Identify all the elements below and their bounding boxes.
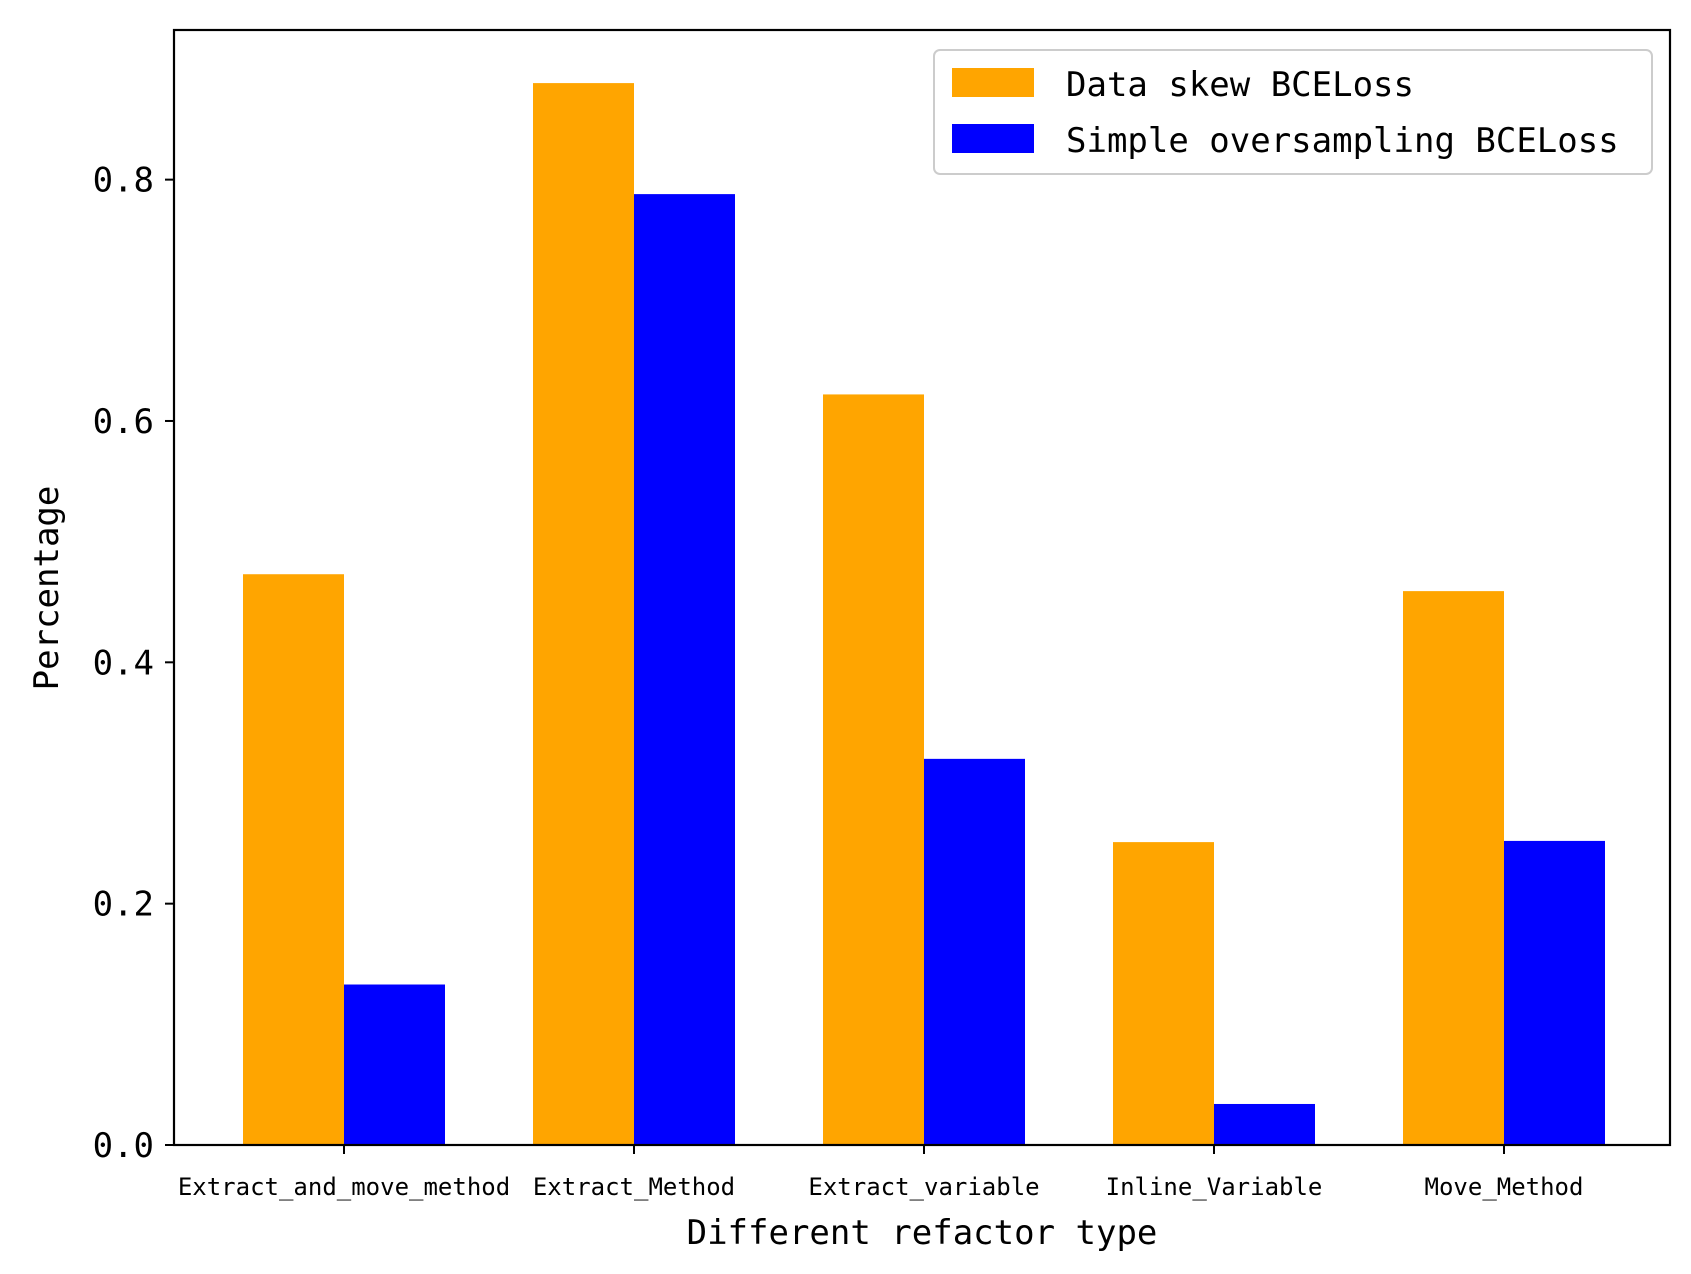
x-tick-label: Extract_Method — [533, 1173, 735, 1201]
x-tick-label: Move_Method — [1425, 1173, 1584, 1201]
plot-frame — [172, 28, 1672, 1147]
y-tick-label: 0.8 — [93, 161, 154, 201]
x-tick-label: Inline_Variable — [1106, 1173, 1323, 1201]
legend: Data skew BCELoss Simple oversampling BC… — [933, 49, 1653, 175]
y-axis-ticks: 0.0 0.2 0.4 0.6 0.8 — [93, 161, 174, 1166]
bar-simple-oversampling-extract-method — [634, 194, 735, 1145]
bar-data-skew-move-method — [1403, 591, 1504, 1145]
y-tick-label: 0.0 — [93, 1126, 154, 1166]
legend-box — [933, 49, 1653, 175]
bar-data-skew-extract-and-move-method — [243, 574, 344, 1145]
legend-label-data-skew: Data skew BCELoss — [1066, 65, 1414, 105]
bar-simple-oversampling-move-method — [1504, 840, 1605, 1145]
bar-simple-oversampling-inline-variable — [1214, 1103, 1315, 1145]
x-axis-title: Different refactor type — [687, 1213, 1158, 1253]
bar-simple-oversampling-extract-and-move-method — [344, 984, 445, 1145]
x-tick-label: Extract_and_move_method — [178, 1173, 510, 1201]
y-tick-label: 0.6 — [93, 402, 154, 442]
y-axis-title: Percentage — [27, 486, 67, 691]
x-tick-label: Extract_variable — [808, 1173, 1039, 1201]
y-tick-label: 0.4 — [93, 643, 154, 683]
bar-data-skew-inline-variable — [1113, 842, 1214, 1145]
legend-swatch-data-skew — [952, 68, 1034, 97]
legend-label-simple-oversampling: Simple oversampling BCELoss — [1066, 121, 1619, 161]
x-axis-ticks: Extract_and_move_method Extract_Method Ext… — [178, 1145, 1584, 1201]
bar-data-skew-extract-method — [533, 83, 634, 1146]
legend-swatch-simple-oversampling — [952, 124, 1034, 153]
bars-layer — [243, 83, 1605, 1146]
y-tick-label: 0.2 — [93, 885, 154, 925]
bar-simple-oversampling-extract-variable — [924, 758, 1025, 1145]
bar-data-skew-extract-variable — [823, 394, 924, 1146]
